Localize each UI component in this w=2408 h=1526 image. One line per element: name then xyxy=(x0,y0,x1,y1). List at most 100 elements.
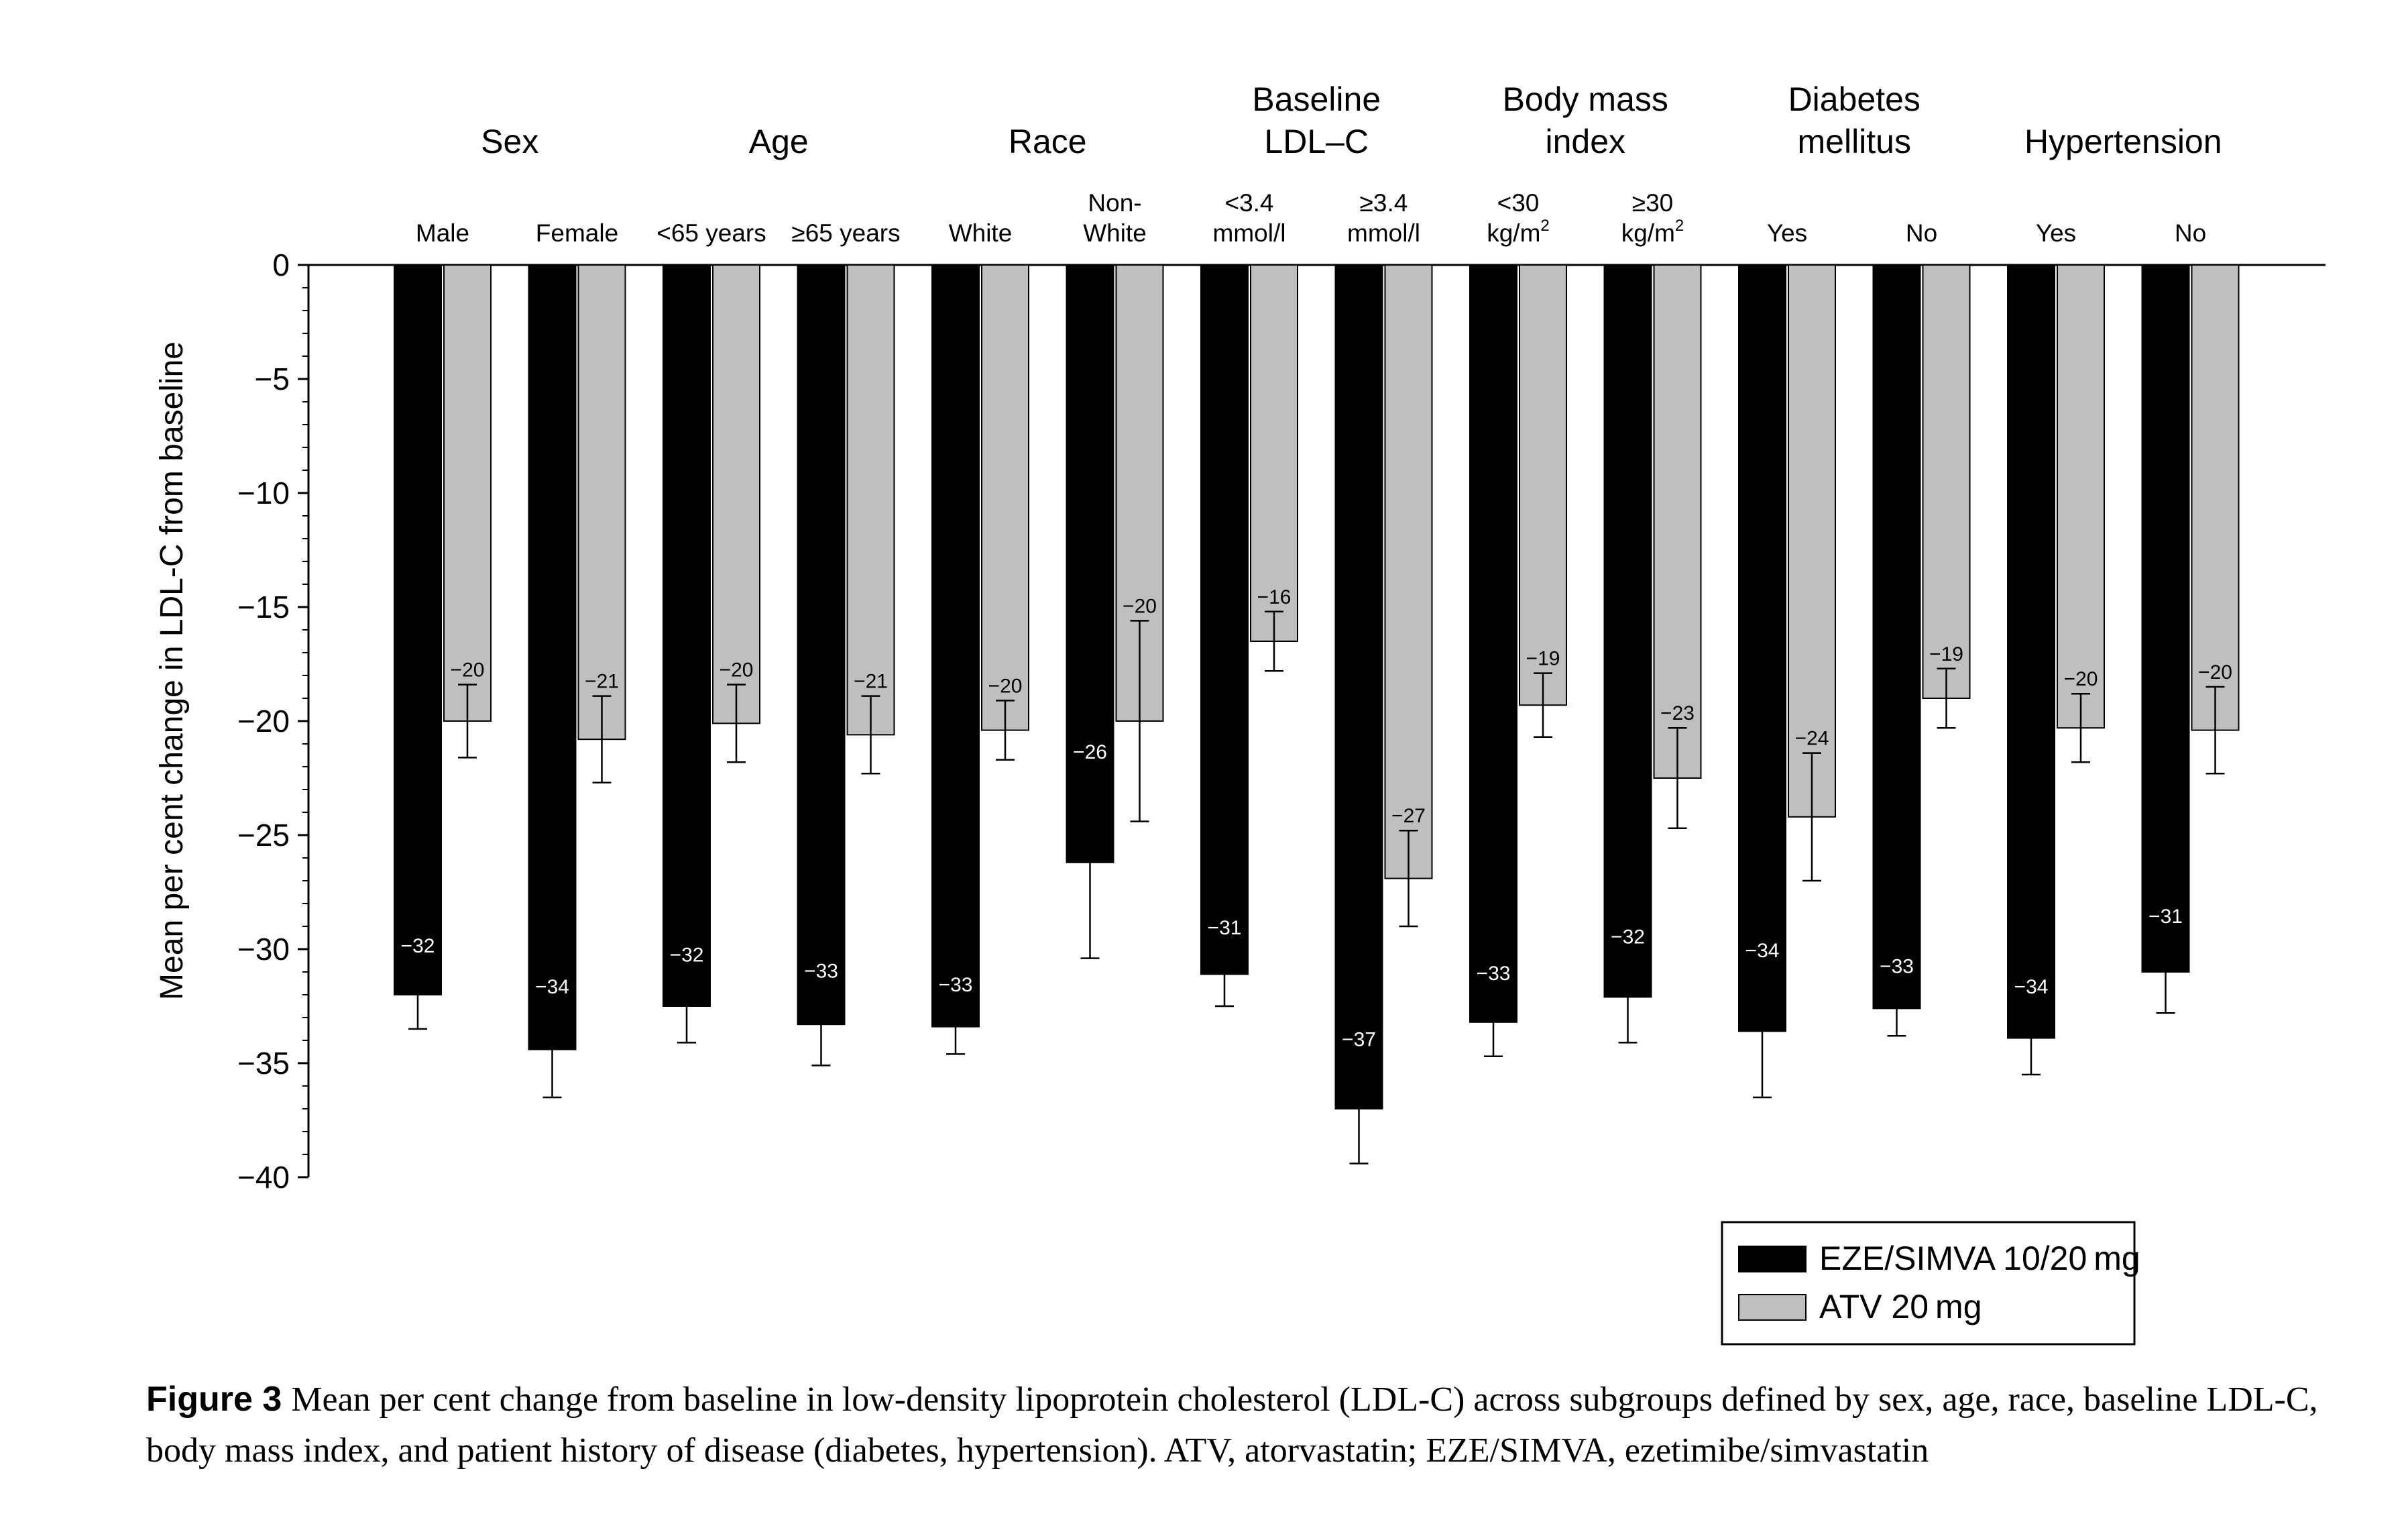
y-axis-title: Mean per cent change in LDL-C from basel… xyxy=(154,341,190,1000)
bar-eze-simva xyxy=(1469,264,1517,1023)
value-label: −32 xyxy=(401,935,435,957)
group-label: Race xyxy=(1009,123,1087,160)
legend-label-atv: ATV 20 mg xyxy=(1819,1288,1982,1325)
category-label: Yes xyxy=(1767,219,1807,247)
bar-eze-simva xyxy=(1334,264,1383,1109)
value-label: −19 xyxy=(1526,648,1560,670)
value-label: −27 xyxy=(1391,805,1426,827)
value-label: −33 xyxy=(1477,963,1511,985)
value-label: −23 xyxy=(1660,702,1695,724)
value-label: −34 xyxy=(2014,976,2049,998)
category-label: <65 years xyxy=(656,219,766,247)
category-label: No xyxy=(2175,219,2206,247)
bar-eze-simva xyxy=(1872,264,1921,1010)
bar-atv xyxy=(577,264,626,741)
category-label: kg/m2 xyxy=(1487,217,1550,247)
group-label: index xyxy=(1545,123,1625,160)
bar-atv xyxy=(981,264,1029,731)
category-label: ≥3.4 xyxy=(1360,189,1408,217)
legend-label-eze-simva: EZE/SIMVA 10/20 mg xyxy=(1819,1240,2140,1277)
bar-atv xyxy=(2191,264,2240,731)
group-label: Hypertension xyxy=(2024,123,2222,160)
value-label: −24 xyxy=(1795,728,1829,750)
value-label: −16 xyxy=(1257,586,1292,608)
category-label: Non- xyxy=(1088,189,1141,217)
value-label: −31 xyxy=(2148,906,2183,928)
bar-eze-simva xyxy=(394,264,442,995)
y-tick-label: −30 xyxy=(237,932,290,967)
bar-eze-simva xyxy=(1066,264,1114,863)
value-label: −21 xyxy=(854,671,888,693)
bar-atv xyxy=(2057,264,2105,729)
category-label: Female xyxy=(536,219,618,247)
bar-atv xyxy=(1788,264,1836,818)
value-label: −19 xyxy=(1929,643,1963,665)
value-label: −32 xyxy=(1611,926,1645,948)
value-label: −32 xyxy=(670,944,704,967)
value-label: −20 xyxy=(988,675,1023,697)
figure-caption: Figure 3 Mean per cent change from baseli… xyxy=(146,1374,2339,1476)
value-label: −21 xyxy=(585,671,619,693)
category-label: No xyxy=(1906,219,1937,247)
value-label: −33 xyxy=(1880,956,1914,978)
category-label: mmol/l xyxy=(1347,219,1420,247)
value-label: −20 xyxy=(720,659,754,682)
bar-eze-simva xyxy=(663,264,711,1007)
y-tick-label: −15 xyxy=(237,590,290,624)
bar-atv xyxy=(1519,264,1567,706)
bar-atv xyxy=(443,264,492,722)
legend-swatch-eze-simva xyxy=(1738,1246,1807,1272)
bar-eze-simva xyxy=(1200,264,1249,975)
category-label: ≥30 xyxy=(1632,189,1673,217)
bar-eze-simva xyxy=(1738,264,1786,1032)
category-label: mmol/l xyxy=(1213,219,1286,247)
group-label: Sex xyxy=(481,123,538,160)
bar-eze-simva xyxy=(2141,264,2190,973)
value-label: −34 xyxy=(535,976,569,998)
bar-atv xyxy=(1384,264,1433,879)
y-tick-label: −25 xyxy=(237,818,290,853)
category-label: Male xyxy=(416,219,469,247)
y-tick-label: −5 xyxy=(255,362,290,396)
value-label: −37 xyxy=(1342,1028,1376,1050)
value-label: −20 xyxy=(1123,595,1157,617)
bar-eze-simva xyxy=(931,264,980,1028)
value-label: −20 xyxy=(2198,661,2232,684)
bar-eze-simva xyxy=(2007,264,2055,1039)
category-label: White xyxy=(949,219,1013,247)
value-label: −31 xyxy=(1208,917,1242,939)
bar-chart: Male Female <65 years ≥65 years WhiteNon-Whi… xyxy=(154,80,2326,1346)
legend-swatch-atv xyxy=(1738,1294,1807,1321)
value-label: −33 xyxy=(804,960,838,982)
group-label: Age xyxy=(749,123,809,160)
bar-eze-simva xyxy=(797,264,846,1026)
y-tick-label: −20 xyxy=(237,704,290,739)
bar-eze-simva xyxy=(528,264,577,1050)
category-label: Yes xyxy=(2036,219,2076,247)
bar-atv xyxy=(1250,264,1298,642)
group-label: Baseline xyxy=(1252,80,1381,118)
value-label: −33 xyxy=(939,974,973,996)
bar-atv xyxy=(846,264,895,736)
category-label: White xyxy=(1083,219,1147,247)
legend-box xyxy=(1721,1221,2136,1346)
y-tick-label: −10 xyxy=(237,476,290,510)
value-label: −26 xyxy=(1073,741,1107,763)
category-label: <3.4 xyxy=(1224,189,1273,217)
value-label: −34 xyxy=(1745,940,1780,962)
bar-atv xyxy=(1922,264,1971,699)
figure-number: Figure 3 xyxy=(146,1380,282,1419)
category-label: <30 xyxy=(1497,189,1540,217)
bar-atv xyxy=(1653,264,1702,779)
category-label: ≥65 years xyxy=(791,219,900,247)
group-label: mellitus xyxy=(1798,123,1911,160)
y-tick-label: −35 xyxy=(237,1046,290,1081)
legend: EZE/SIMVA 10/20 mg ATV 20 mg xyxy=(1721,1221,2140,1346)
group-label: LDL–C xyxy=(1264,123,1369,160)
group-label: Diabetes xyxy=(1788,80,1920,118)
y-tick-label: −40 xyxy=(237,1160,290,1195)
category-label: kg/m2 xyxy=(1621,217,1684,247)
value-label: −20 xyxy=(2064,668,2098,690)
bar-eze-simva xyxy=(1603,264,1652,998)
caption-text: Mean per cent change from baseline in lo… xyxy=(146,1380,2318,1470)
